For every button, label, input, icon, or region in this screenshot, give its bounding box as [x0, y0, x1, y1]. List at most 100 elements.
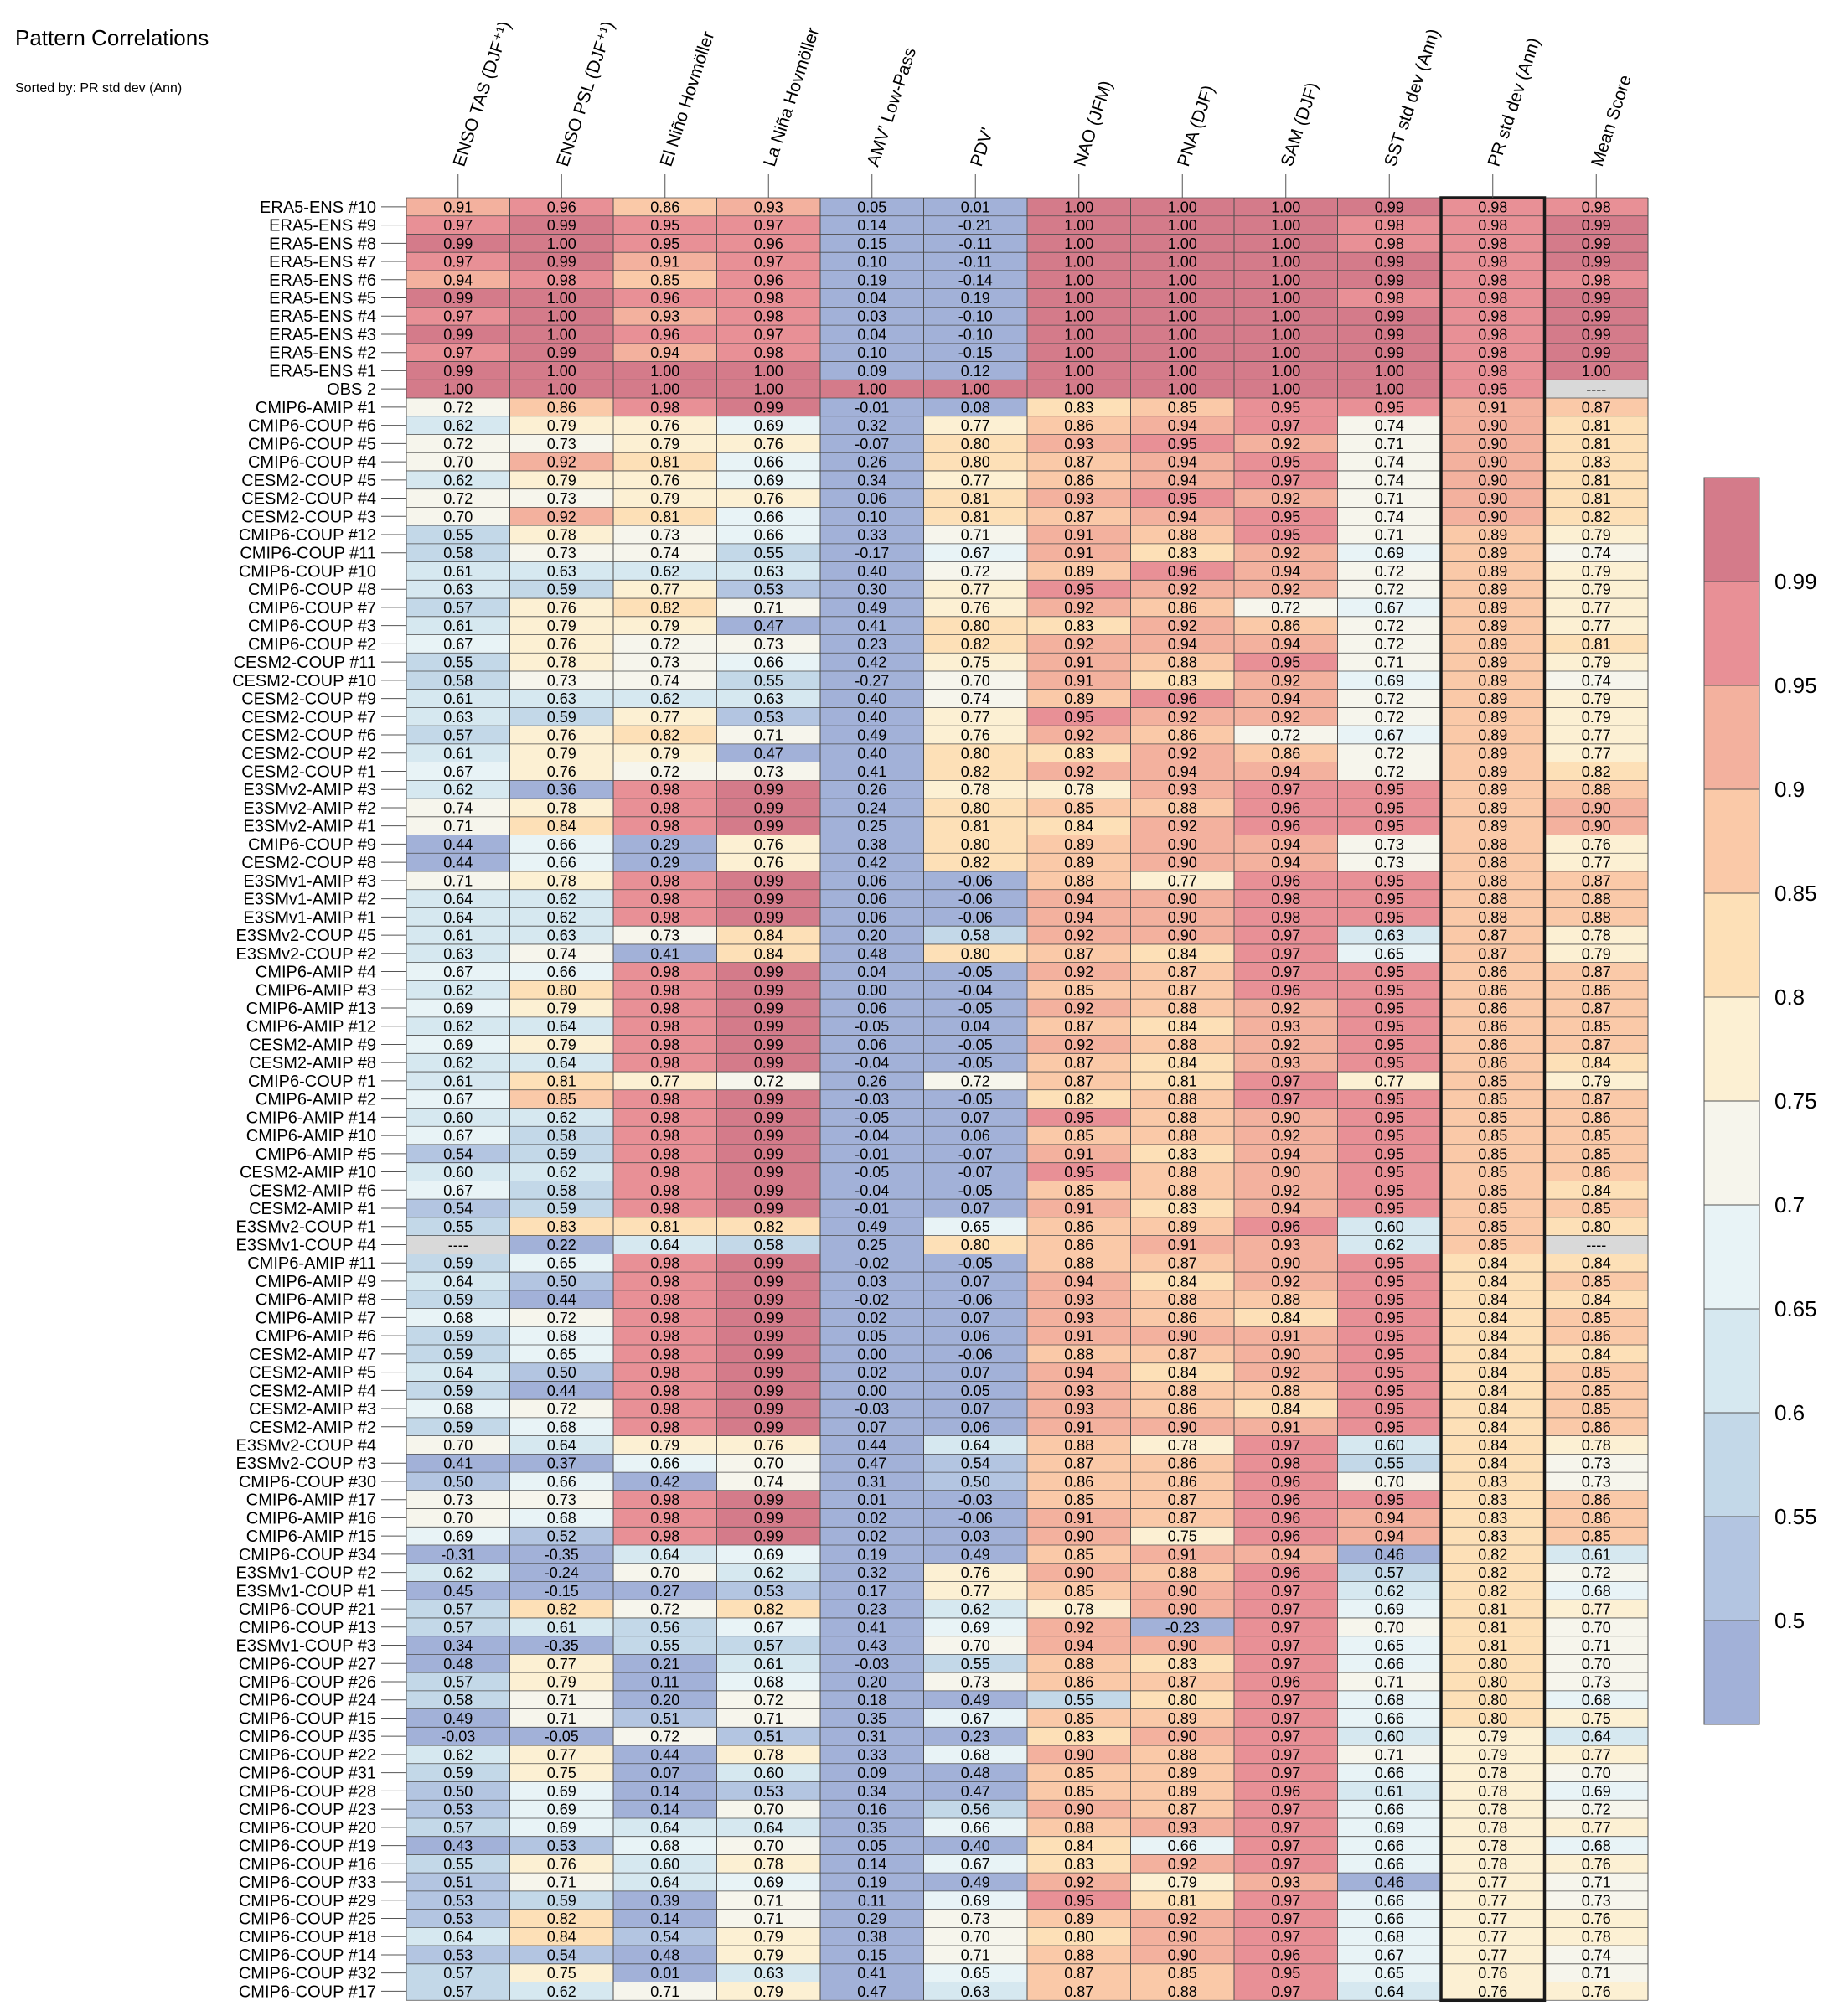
cell-value: 0.85 [1064, 1710, 1093, 1727]
heatmap-cell [1441, 1800, 1545, 1818]
row-label: CMIP6-COUP #15 [239, 1709, 376, 1728]
cell-value: 0.61 [1582, 1546, 1611, 1563]
cell-value: -0.24 [545, 1564, 579, 1581]
heatmap-cell [820, 1162, 924, 1181]
heatmap-cell [1544, 853, 1648, 872]
heatmap-cell [716, 307, 820, 326]
row-label: CESM2-AMIP #7 [249, 1346, 376, 1364]
cell-value: 0.79 [1582, 654, 1611, 671]
cell-value: 0.87 [1478, 928, 1507, 944]
heatmap-cell [820, 1053, 924, 1073]
heatmap-cell [1544, 325, 1648, 344]
cell-value: 0.98 [650, 1310, 679, 1326]
heatmap-cell [820, 871, 924, 890]
heatmap-cell [1234, 1362, 1338, 1382]
cell-value: 0.86 [1064, 472, 1093, 488]
heatmap-cell [1130, 907, 1234, 927]
cell-value: 0.56 [961, 1801, 990, 1818]
cell-value: 0.97 [1271, 945, 1300, 962]
cell-value: 0.94 [1271, 1201, 1300, 1217]
cell-value: -0.06 [958, 1510, 993, 1527]
heatmap-cell [406, 1181, 510, 1200]
heatmap-cell [1130, 1763, 1234, 1782]
cell-value: 0.98 [1271, 909, 1300, 926]
heatmap-cell [509, 1708, 613, 1728]
heatmap-cell [923, 1927, 1027, 1946]
cell-value: -0.11 [958, 254, 992, 271]
heatmap-cell [1441, 1890, 1545, 1910]
cell-value: 0.80 [1168, 1692, 1197, 1708]
heatmap-cell [1027, 561, 1131, 581]
cell-value: 0.84 [1271, 1310, 1300, 1326]
cell-value: 0.25 [857, 1237, 886, 1254]
heatmap-cell [406, 1873, 510, 1891]
row-label: CMIP6-COUP #4 [248, 453, 376, 472]
cell-value: 0.57 [754, 1637, 783, 1654]
cell-value: 0.96 [547, 199, 576, 215]
heatmap-cell [1130, 889, 1234, 908]
heatmap-cell [509, 561, 613, 581]
cell-value: 0.54 [443, 1201, 473, 1217]
heatmap-cell [716, 943, 820, 963]
heatmap-cell [1441, 234, 1545, 253]
heatmap-cell [1337, 1472, 1441, 1491]
heatmap-cell [1234, 1308, 1338, 1327]
row-label: CMIP6-AMIP #5 [256, 1145, 376, 1164]
heatmap-cell [509, 215, 613, 235]
heatmap-cell [1234, 1272, 1338, 1290]
cell-value: -0.15 [958, 344, 993, 361]
heatmap-cell [1027, 1781, 1131, 1801]
row-label: CMIP6-COUP #18 [239, 1928, 376, 1946]
cell-value: 0.99 [754, 1528, 783, 1545]
row-label: CESM2-AMIP #1 [249, 1200, 376, 1218]
heatmap-cell [1441, 1254, 1545, 1273]
heatmap-cell [716, 543, 820, 562]
heatmap-cell [1337, 452, 1441, 471]
heatmap-cell [1337, 1254, 1441, 1273]
cell-value: 0.58 [547, 1128, 576, 1145]
cell-value: 0.87 [1582, 1000, 1611, 1016]
heatmap-cell [923, 434, 1027, 453]
cell-value: 0.98 [650, 1182, 679, 1199]
heatmap-cell [923, 380, 1027, 399]
heatmap-cell [1544, 1745, 1648, 1764]
heatmap-cell [923, 1290, 1027, 1309]
heatmap-cell [820, 270, 924, 289]
cell-value: 0.98 [650, 1383, 679, 1399]
heatmap-cell [509, 726, 613, 744]
cell-value: 1.00 [1168, 290, 1197, 307]
row-label: E3SMv1-COUP #1 [236, 1582, 376, 1600]
heatmap-cell [1337, 1963, 1441, 1982]
heatmap-cell [613, 580, 717, 599]
cell-value: 0.90 [1168, 1583, 1197, 1600]
heatmap-cell [716, 616, 820, 635]
cell-value: 0.97 [1271, 1656, 1300, 1672]
row-label: ERA5-ENS #5 [269, 290, 376, 308]
cell-value: 0.88 [1168, 1091, 1197, 1108]
cell-value: 0.62 [547, 1983, 576, 2000]
colorbar-tick-label: 0.65 [1775, 1296, 1817, 1321]
cell-value: 0.99 [1582, 235, 1611, 252]
heatmap-cell [1234, 1963, 1338, 1982]
cell-value: 0.93 [1064, 1310, 1093, 1326]
heatmap-cell [1234, 1199, 1338, 1217]
heatmap-cell [1337, 835, 1441, 854]
heatmap-cell [1027, 780, 1131, 799]
cell-value: 0.57 [443, 1601, 473, 1618]
cell-value: 0.67 [443, 636, 473, 653]
cell-value: 0.85 [1478, 1128, 1507, 1145]
cell-value: 0.99 [1375, 199, 1404, 215]
cell-value: 0.57 [443, 727, 473, 744]
row-label: CMIP6-AMIP #15 [246, 1528, 376, 1546]
cell-value: 0.95 [1375, 1291, 1404, 1308]
cell-value: 0.66 [547, 964, 576, 980]
cell-value: 0.72 [1375, 582, 1404, 598]
cell-value: 1.00 [1375, 363, 1404, 380]
heatmap-cell [509, 1763, 613, 1782]
heatmap-cell [613, 616, 717, 635]
heatmap-cell [613, 962, 717, 981]
cell-value: 0.87 [1168, 1255, 1197, 1272]
heatmap-cell [613, 398, 717, 416]
cell-value: 0.98 [650, 1201, 679, 1217]
heatmap-cell [1544, 1763, 1648, 1782]
